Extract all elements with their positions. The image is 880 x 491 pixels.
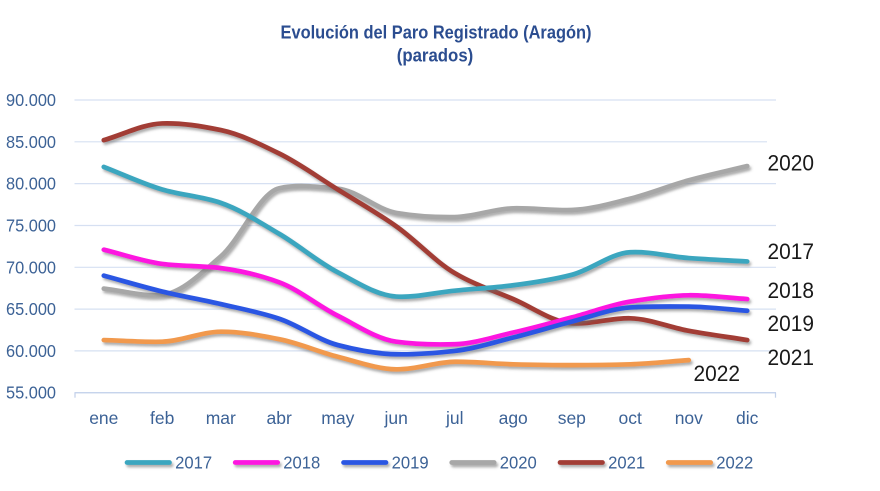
svg-text:mar: mar: [206, 408, 236, 428]
svg-text:2020: 2020: [768, 151, 815, 176]
svg-text:2019: 2019: [768, 311, 815, 336]
svg-text:nov: nov: [675, 408, 703, 428]
svg-text:90.000: 90.000: [6, 90, 56, 110]
svg-text:70.000: 70.000: [6, 257, 56, 277]
svg-text:80.000: 80.000: [6, 174, 56, 194]
svg-text:85.000: 85.000: [6, 132, 56, 152]
svg-text:60.000: 60.000: [6, 341, 56, 361]
svg-text:ene: ene: [89, 408, 118, 428]
svg-text:ago: ago: [499, 408, 528, 428]
svg-text:may: may: [321, 408, 354, 428]
svg-text:dic: dic: [736, 408, 759, 428]
svg-text:abr: abr: [267, 408, 292, 428]
svg-text:oct: oct: [619, 408, 642, 428]
svg-text:2017: 2017: [175, 453, 212, 473]
svg-text:2021: 2021: [608, 453, 645, 473]
svg-text:2022: 2022: [694, 361, 741, 386]
svg-text:jul: jul: [445, 408, 464, 428]
svg-text:(parados): (parados): [397, 46, 474, 66]
svg-text:2022: 2022: [716, 453, 753, 473]
svg-text:2018: 2018: [283, 453, 320, 473]
svg-text:2018: 2018: [768, 278, 815, 303]
svg-text:jun: jun: [384, 408, 408, 428]
svg-text:65.000: 65.000: [6, 299, 56, 319]
svg-text:55.000: 55.000: [6, 383, 56, 403]
svg-text:feb: feb: [150, 408, 174, 428]
svg-text:2021: 2021: [768, 345, 815, 370]
svg-text:2020: 2020: [500, 453, 537, 473]
svg-text:Evolución del Paro Registrado: Evolución del Paro Registrado (Aragón): [281, 23, 592, 43]
svg-text:2017: 2017: [768, 239, 815, 264]
svg-text:sep: sep: [558, 408, 586, 428]
svg-text:75.000: 75.000: [6, 216, 56, 236]
svg-text:2019: 2019: [392, 453, 429, 473]
